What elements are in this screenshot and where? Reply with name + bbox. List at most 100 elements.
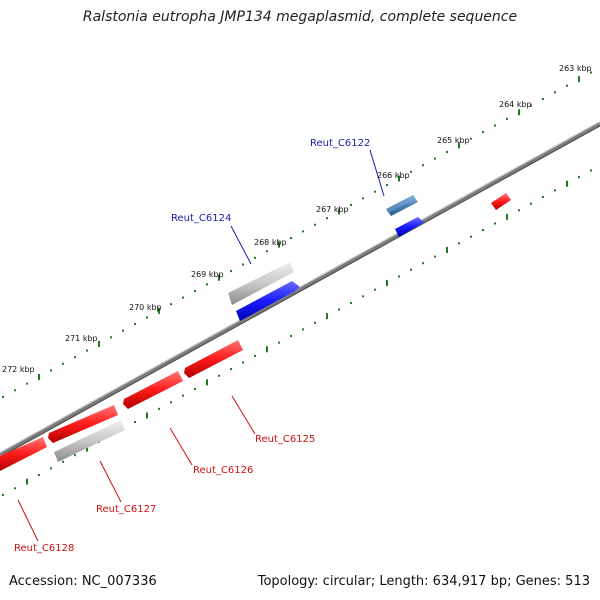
scale-label-271: 271 kbp (65, 334, 98, 343)
accession-text: Accession: NC_007336 (9, 574, 157, 589)
outer-scale-tick (506, 117, 508, 120)
outer-scale-tick (230, 270, 232, 273)
outer-scale-tick (554, 91, 556, 94)
outer-scale-tick (422, 164, 424, 167)
scale-label-268: 268 kbp (254, 238, 287, 247)
outer-scale-tick (386, 184, 388, 187)
inner-scale-tick (458, 242, 460, 245)
inner-scale-tick (494, 222, 496, 225)
sequence-summary: Topology: circular; Length: 634,917 bp; … (257, 574, 590, 589)
gene-reut-c6124-pseudo[interactable] (228, 262, 294, 305)
inner-scale-tick (50, 467, 52, 470)
outer-scale-tick (446, 150, 448, 153)
gene-reut-c6122-upper-fragment[interactable] (395, 217, 424, 237)
outer-scale-tick (98, 340, 100, 347)
gene-reut-c6122[interactable] (386, 195, 418, 216)
inner-scale-tick (206, 379, 208, 386)
inner-scale-tick (146, 412, 148, 419)
gene-reut-c6128[interactable] (0, 437, 47, 471)
inner-scale-tick (230, 368, 232, 371)
outer-scale-tick (434, 157, 436, 160)
outer-scale-tick (218, 274, 220, 281)
label-reut-c6126[interactable]: Reut_C6126 (193, 465, 253, 476)
inner-scale-tick (434, 255, 436, 258)
gene-reut-c6127-pseudo[interactable] (54, 420, 125, 462)
scale-label-264: 264 kbp (499, 100, 532, 109)
outer-scale-tick (302, 230, 304, 233)
gene-reut-c6124[interactable] (236, 281, 300, 321)
inner-scale-tick (14, 487, 16, 490)
inner-scale-tick (326, 313, 328, 320)
outer-scale-tick (206, 283, 208, 286)
inner-scale-tick (386, 280, 388, 287)
inner-scale-tick (530, 202, 532, 205)
inner-scale-tick (578, 176, 580, 179)
outer-scale-tick (74, 356, 76, 359)
inner-scale-tick (350, 301, 352, 304)
scale-label-266: 266 kbp (377, 171, 410, 180)
label-reut-c6127[interactable]: Reut_C6127 (96, 504, 156, 515)
inner-scale-tick (506, 213, 508, 220)
inner-scale-tick (566, 180, 568, 187)
gene-reut-c6126[interactable] (123, 371, 183, 409)
outer-scale-tick (242, 263, 244, 266)
outer-scale-tick (122, 329, 124, 332)
outer-scale-tick (254, 256, 256, 259)
label-reut-c6124[interactable]: Reut_C6124 (171, 213, 231, 224)
inner-scale-tick (278, 341, 280, 344)
inner-scale-tick (194, 387, 196, 390)
outer-scale-tick (14, 389, 16, 392)
scale-label-272: 272 kbp (2, 365, 35, 374)
outer-scale-tick (338, 208, 340, 215)
inner-scale-tick (362, 295, 364, 298)
outer-scale-tick (494, 124, 496, 127)
inner-scale-tick (266, 346, 268, 353)
inner-scale-tick (554, 189, 556, 192)
label-reut-c6125[interactable]: Reut_C6125 (255, 434, 315, 445)
outer-scale-tick (278, 241, 280, 248)
outer-scale-tick (590, 71, 592, 74)
gene-reut-c6125[interactable] (184, 340, 243, 378)
inner-scale-tick (398, 275, 400, 278)
inner-scale-tick (2, 493, 4, 496)
outer-scale-tick (470, 137, 472, 140)
outer-scale-tick (134, 323, 136, 326)
inner-scale-tick (374, 288, 376, 291)
outer-scale-tick (362, 197, 364, 200)
inner-scale-tick (590, 169, 592, 172)
inner-scale-tick (182, 394, 184, 397)
outer-scale-tick (194, 289, 196, 292)
outer-scale-tick (86, 349, 88, 352)
scale-label-269: 269 kbp (191, 270, 224, 279)
gene-reut-c6127[interactable] (48, 405, 118, 443)
outer-scale-tick (50, 369, 52, 372)
scale-label-263: 263 kbp (559, 64, 592, 73)
inner-scale-tick (38, 474, 40, 477)
inner-scale-tick (242, 361, 244, 364)
outer-scale-tick (290, 237, 292, 240)
outer-scale-tick (374, 190, 376, 193)
tick-layer (2, 71, 592, 496)
callout-lines (17, 149, 385, 542)
outer-scale-tick (410, 170, 412, 173)
inner-scale-tick (86, 445, 88, 452)
inner-scale-tick (74, 454, 76, 457)
outer-scale-tick (398, 175, 400, 182)
outer-scale-tick (170, 303, 172, 306)
outer-scale-tick (566, 84, 568, 87)
label-reut-c6128: Reut_C6128 (14, 543, 74, 554)
inner-scale-tick (26, 478, 28, 485)
label-reut-c6122[interactable]: Reut_C6122 (310, 138, 370, 149)
outer-scale-tick (530, 104, 532, 107)
inner-scale-tick (62, 460, 64, 463)
inner-scale-tick (410, 268, 412, 271)
inner-scale-tick (314, 321, 316, 324)
inner-scale-tick (422, 262, 424, 265)
outer-scale-tick (62, 362, 64, 365)
plasmid-backbone (0, 121, 600, 458)
scale-label-270: 270 kbp (129, 303, 162, 312)
inner-scale-tick (134, 421, 136, 424)
gene-small-red-right[interactable] (491, 193, 511, 210)
outer-scale-tick (578, 76, 580, 83)
inner-scale-tick (470, 235, 472, 238)
